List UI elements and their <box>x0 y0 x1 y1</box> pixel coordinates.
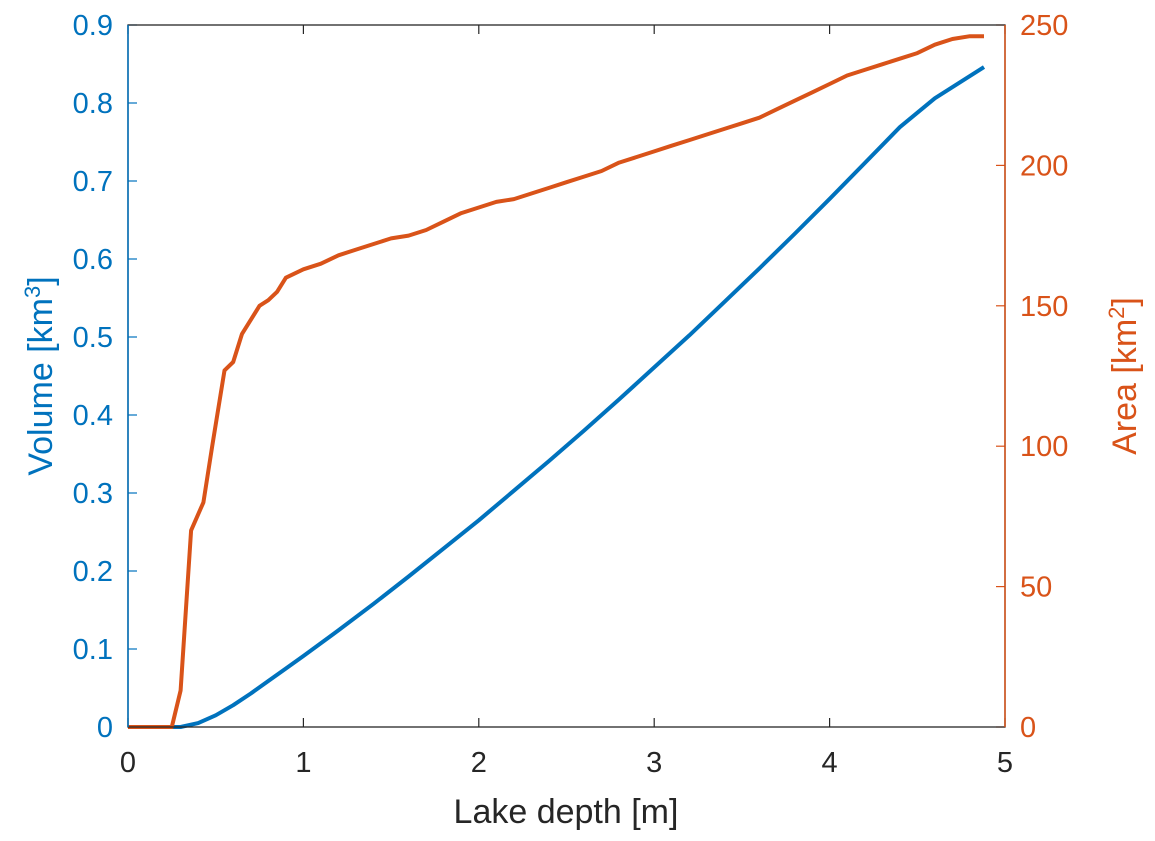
volume-series-line <box>128 65 986 729</box>
y-right-tick-label: 0 <box>1020 712 1036 744</box>
x-axis-label: Lake depth [m] <box>454 793 679 831</box>
y-right-tick-label: 250 <box>1020 10 1068 42</box>
y-right-tick-label: 150 <box>1020 291 1068 323</box>
y-left-tick-label: 0.5 <box>73 322 113 354</box>
y-right-axis-label: Area [km2] <box>1104 297 1145 455</box>
y-right-tick-label: 50 <box>1020 572 1052 604</box>
series-lines <box>128 34 986 729</box>
y-right-ticks: 0 50 100 150 200 250 <box>996 10 1068 744</box>
y-right-tick-label: 200 <box>1020 150 1068 182</box>
y-left-tick-label: 0 <box>97 712 113 744</box>
plot-frame <box>127 24 1006 728</box>
y-left-tick-label: 0.9 <box>73 10 113 42</box>
y-left-tick-label: 0.2 <box>73 556 113 588</box>
y-right-tick-label: 100 <box>1020 431 1068 463</box>
y-left-tick-label: 0.4 <box>73 400 113 432</box>
y-left-tick-label: 0.3 <box>73 478 113 510</box>
x-ticks: 0 1 2 3 4 5 <box>120 25 1013 779</box>
y-left-tick-label: 0.1 <box>73 634 113 666</box>
y-left-ticks: 0 0.1 0.2 0.3 0.4 0.5 0.6 0.7 0.8 0.9 <box>73 10 137 744</box>
y-left-axis-label: Volume [km3] <box>20 276 61 475</box>
area-series-line <box>128 34 984 729</box>
x-tick-label: 1 <box>295 747 311 779</box>
x-tick-label: 0 <box>120 747 136 779</box>
x-tick-label: 4 <box>822 747 838 779</box>
y-left-tick-label: 0.7 <box>73 166 113 198</box>
y-left-tick-label: 0.8 <box>73 88 113 120</box>
x-tick-label: 3 <box>646 747 662 779</box>
x-tick-label: 2 <box>471 747 487 779</box>
x-tick-label: 5 <box>997 747 1013 779</box>
y-left-tick-label: 0.6 <box>73 244 113 276</box>
